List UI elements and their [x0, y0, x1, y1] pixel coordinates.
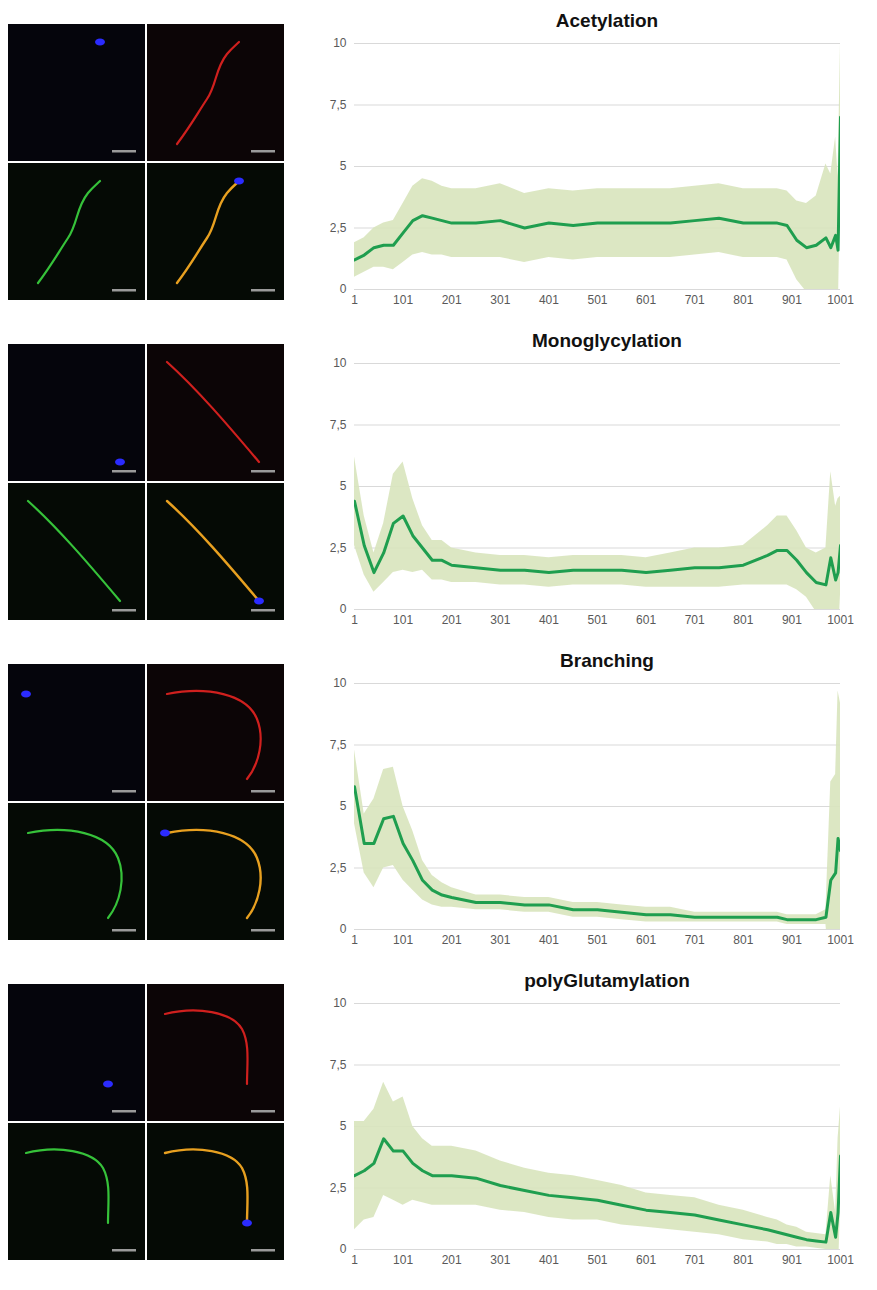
svg-text:10: 10	[333, 676, 347, 690]
svg-text:301: 301	[490, 933, 510, 947]
svg-text:1: 1	[351, 613, 358, 627]
svg-text:10: 10	[333, 356, 347, 370]
svg-text:801: 801	[733, 293, 753, 307]
svg-text:1001: 1001	[827, 1253, 854, 1267]
svg-text:10: 10	[333, 36, 347, 50]
svg-text:1: 1	[351, 293, 358, 307]
svg-text:0: 0	[340, 602, 347, 616]
svg-text:101: 101	[393, 293, 413, 307]
svg-text:2,5: 2,5	[330, 1181, 347, 1195]
svg-text:401: 401	[539, 933, 559, 947]
svg-text:801: 801	[733, 933, 753, 947]
svg-text:0: 0	[340, 282, 347, 296]
svg-text:2,5: 2,5	[330, 861, 347, 875]
svg-text:901: 901	[782, 933, 802, 947]
svg-text:401: 401	[539, 613, 559, 627]
svg-text:601: 601	[636, 933, 656, 947]
svg-text:301: 301	[490, 613, 510, 627]
svg-text:7,5: 7,5	[330, 418, 347, 432]
html-text:Monoglycylation: Monoglycylation	[532, 330, 682, 351]
svg-text:501: 501	[587, 933, 607, 947]
svg-text:5: 5	[340, 159, 347, 173]
svg-text:7,5: 7,5	[330, 738, 347, 752]
svg-text:801: 801	[733, 613, 753, 627]
svg-text:5: 5	[340, 799, 347, 813]
svg-text:1001: 1001	[827, 613, 854, 627]
svg-text:5: 5	[340, 1119, 347, 1133]
svg-text:0: 0	[340, 922, 347, 936]
svg-text:0: 0	[340, 1242, 347, 1256]
svg-text:501: 501	[587, 613, 607, 627]
svg-text:301: 301	[490, 293, 510, 307]
svg-text:601: 601	[636, 1253, 656, 1267]
html-text:Branching: Branching	[560, 650, 654, 671]
svg-text:7,5: 7,5	[330, 1058, 347, 1072]
svg-text:201: 201	[442, 293, 462, 307]
svg-text:401: 401	[539, 293, 559, 307]
svg-text:201: 201	[442, 1253, 462, 1267]
svg-text:801: 801	[733, 1253, 753, 1267]
svg-text:501: 501	[587, 1253, 607, 1267]
svg-text:101: 101	[393, 1253, 413, 1267]
svg-text:601: 601	[636, 613, 656, 627]
svg-text:10: 10	[333, 996, 347, 1010]
svg-text:901: 901	[782, 1253, 802, 1267]
svg-text:201: 201	[442, 933, 462, 947]
svg-text:701: 701	[685, 293, 705, 307]
svg-text:701: 701	[685, 933, 705, 947]
html-text:polyGlutamylation: polyGlutamylation	[524, 970, 690, 991]
svg-text:201: 201	[442, 613, 462, 627]
svg-text:1001: 1001	[827, 293, 854, 307]
svg-text:301: 301	[490, 1253, 510, 1267]
svg-text:101: 101	[393, 613, 413, 627]
svg-text:901: 901	[782, 293, 802, 307]
svg-text:5: 5	[340, 479, 347, 493]
svg-text:1: 1	[351, 1253, 358, 1267]
svg-text:701: 701	[685, 1253, 705, 1267]
svg-text:2,5: 2,5	[330, 221, 347, 235]
svg-text:601: 601	[636, 293, 656, 307]
svg-text:501: 501	[587, 293, 607, 307]
svg-text:7,5: 7,5	[330, 98, 347, 112]
svg-text:1: 1	[351, 933, 358, 947]
svg-text:2,5: 2,5	[330, 541, 347, 555]
svg-text:901: 901	[782, 613, 802, 627]
svg-text:701: 701	[685, 613, 705, 627]
svg-text:401: 401	[539, 1253, 559, 1267]
svg-text:101: 101	[393, 933, 413, 947]
html-text:Acetylation: Acetylation	[555, 10, 659, 31]
svg-text:1001: 1001	[827, 933, 854, 947]
